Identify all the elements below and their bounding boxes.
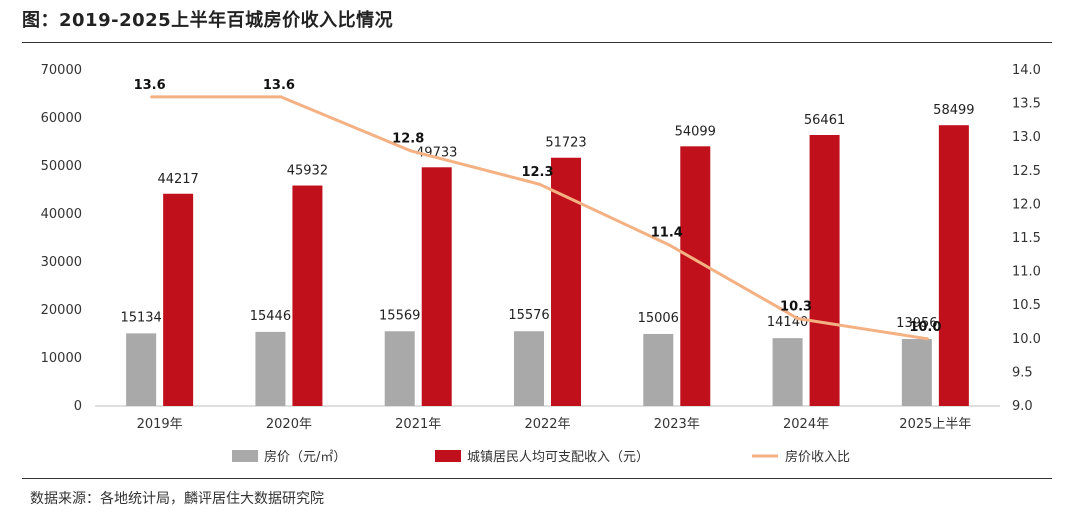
top-divider — [22, 42, 1052, 43]
left-y-tick-label: 70000 — [41, 63, 82, 78]
income-bar — [680, 146, 711, 406]
legend-label-price: 房价（元/㎡） — [264, 449, 346, 465]
ratio-data-label: 13.6 — [134, 78, 166, 93]
left-y-tick-label: 30000 — [41, 255, 82, 270]
income-bar — [551, 157, 581, 406]
price-bar-label: 15446 — [250, 309, 291, 324]
price-bar — [643, 333, 674, 406]
income-bar-label: 44217 — [157, 172, 198, 187]
ratio-point — [796, 317, 800, 321]
right-y-tick-label: 13.5 — [1012, 97, 1041, 112]
ratio-data-label: 12.8 — [392, 132, 424, 147]
income-bar-label: 54099 — [675, 124, 716, 139]
combo-chart: 0 10000 20000 30000 40000 50000 60000 70000 9.0… — [41, 63, 1041, 465]
right-y-tick-label: 12.5 — [1012, 164, 1041, 179]
right-y-tick-label: 11.0 — [1012, 265, 1041, 280]
x-axis-tick-label: 2020年 — [266, 417, 312, 432]
right-y-tick-label: 10.0 — [1012, 332, 1041, 347]
income-bar-label: 49733 — [416, 145, 457, 160]
ratio-data-label: 10.0 — [909, 320, 941, 335]
ratio-point — [538, 182, 541, 186]
right-y-tick-label: 13.0 — [1012, 130, 1041, 145]
legend-swatch-income — [435, 450, 461, 462]
data-source-note: 数据来源：各地统计局，麟评居住大数据研究院 — [30, 491, 324, 507]
price-bar — [514, 331, 544, 406]
left-y-tick-label: 0 — [74, 399, 82, 414]
price-bar-label: 14140 — [767, 315, 808, 330]
right-y-axis: 9.0 9.5 10.0 10.5 11.0 11.5 12.0 12.5 13.0 13.5 14… — [1012, 63, 1041, 414]
price-bar-label: 15006 — [638, 311, 679, 326]
left-y-tick-label: 10000 — [41, 351, 82, 366]
income-bar-label: 51723 — [545, 136, 586, 151]
legend-swatch-price — [232, 450, 258, 462]
ratio-data-label: 10.3 — [780, 300, 812, 315]
left-y-tick-label: 60000 — [41, 111, 82, 126]
x-axis-tick-label: 2025上半年 — [899, 417, 971, 432]
ratio-data-label: 13.6 — [263, 78, 295, 93]
ratio-line-series: 13.6 13.6 12.8 12.3 11.4 10.3 10.0 — [134, 78, 941, 341]
legend-label-ratio: 房价收入比 — [785, 449, 850, 465]
income-bar — [938, 125, 969, 406]
x-axis-tick-label: 2024年 — [783, 417, 829, 432]
x-axis-tick-label: 2021年 — [395, 417, 441, 432]
price-bar-label: 15134 — [120, 310, 161, 325]
x-axis-labels: 2019年 2020年 2021年 2022年 2023年 2024年 2025上半年 — [137, 417, 972, 432]
ratio-point — [667, 243, 671, 247]
legend: 房价（元/㎡） 城镇居民人均可支配收入（元） 房价收入比 — [232, 449, 850, 465]
ratio-point — [408, 149, 412, 153]
right-y-tick-label: 9.0 — [1012, 399, 1033, 414]
bar-series: 15134 44217 15446 45932 15569 49733 15576 51723… — [120, 103, 975, 407]
left-y-tick-label: 50000 — [41, 159, 82, 174]
income-bar-label: 45932 — [287, 164, 328, 179]
left-y-axis: 0 10000 20000 30000 40000 50000 60000 70000 — [41, 63, 82, 414]
bottom-divider — [22, 478, 1052, 479]
x-axis-tick-label: 2023年 — [654, 417, 700, 432]
ratio-point — [279, 95, 283, 99]
price-bar — [901, 339, 932, 406]
right-y-tick-label: 12.0 — [1012, 197, 1041, 212]
legend-label-income: 城镇居民人均可支配收入（元） — [467, 450, 649, 465]
left-y-tick-label: 20000 — [41, 303, 82, 318]
income-bar — [421, 167, 452, 406]
income-bar — [163, 193, 194, 406]
price-bar-label: 13956 — [896, 316, 937, 331]
chart-title: 图：2019-2025上半年百城房价收入比情况 — [22, 10, 394, 31]
income-bar — [292, 185, 323, 406]
price-bar-label: 15569 — [379, 308, 420, 323]
income-bar-label: 58499 — [933, 103, 974, 118]
price-bar — [384, 331, 415, 406]
left-y-tick-label: 40000 — [41, 207, 82, 222]
x-axis-tick-label: 2022年 — [524, 417, 570, 432]
price-bar — [126, 333, 157, 406]
ratio-data-label: 12.3 — [521, 165, 553, 180]
ratio-point — [925, 337, 929, 341]
price-bar — [255, 331, 286, 406]
right-y-tick-label: 11.5 — [1012, 231, 1041, 246]
income-bar — [809, 134, 840, 407]
right-y-tick-label: 14.0 — [1012, 63, 1041, 78]
income-bar-label: 56461 — [804, 113, 845, 128]
ratio-point — [150, 95, 154, 99]
price-bar-label: 15576 — [508, 308, 549, 323]
ratio-data-label: 11.4 — [651, 226, 683, 241]
right-y-tick-label: 9.5 — [1012, 365, 1033, 380]
x-axis-tick-label: 2019年 — [137, 417, 183, 432]
price-bar — [772, 338, 803, 406]
right-y-tick-label: 10.5 — [1012, 298, 1041, 313]
